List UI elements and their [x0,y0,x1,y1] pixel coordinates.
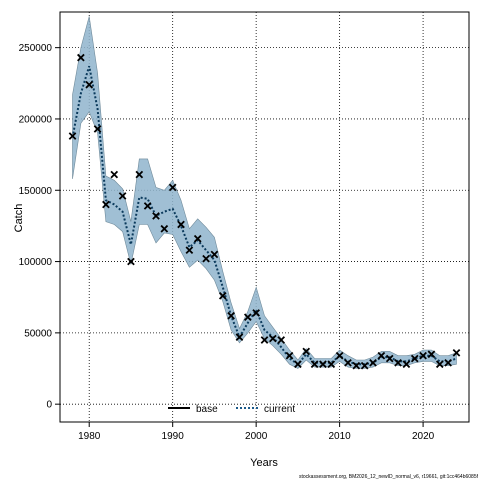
observed-point [243,313,252,322]
x-tick-label: 2010 [328,431,351,442]
confidence-band [72,16,457,369]
observed-point [369,358,377,367]
observed-point [444,358,452,367]
y-axis-title: Catch [13,204,25,233]
observed-point [294,360,302,369]
observed-point [302,347,311,356]
y-tick-label: 200000 [19,114,53,125]
observed-point [260,336,269,344]
observed-point [168,183,177,192]
legend-label-current: current [264,404,295,415]
observed-point [310,360,319,369]
x-axis-title: Years [250,457,278,469]
observed-point [185,246,194,254]
legend: base current [168,404,295,415]
observed-point [110,170,119,179]
observed-point [394,358,402,367]
observed-point [227,311,235,320]
legend-label-base: base [196,404,218,415]
observed-point [160,224,169,233]
plot-frame [59,11,470,423]
y-axis-ticks: 0 50000 100000 150000 200000 250000 [19,43,60,411]
observed-point [277,336,286,344]
observed-point [427,350,436,359]
observed-point [218,291,227,300]
observed-point [68,132,77,140]
observed-point [85,80,94,89]
observed-point [152,212,160,220]
y-tick-label: 0 [46,400,52,411]
x-tick-label: 2000 [245,431,268,442]
observed-points [68,53,461,370]
observed-point [319,360,327,369]
observed-point [235,333,244,341]
x-tick-label: 1980 [78,431,101,442]
observed-point [360,361,369,370]
x-tick-label: 1990 [162,431,185,442]
x-tick-label: 2020 [412,431,435,442]
y-tick-label: 250000 [19,43,53,54]
observed-point [269,334,277,343]
observed-point [410,354,419,363]
confidence-band-area [72,16,457,369]
observed-point [285,351,294,360]
observed-point [352,361,361,370]
observed-point [402,360,411,369]
observed-point [127,257,135,266]
observed-point [135,170,144,179]
observed-point [93,125,102,133]
observed-point [344,358,352,367]
observed-point [210,250,219,259]
observed-point [102,200,110,209]
observed-point [419,351,427,360]
y-tick-label: 50000 [24,328,52,339]
observed-point [252,309,260,317]
series-line-current [71,65,457,366]
observed-point [143,202,152,210]
series-lines [71,65,457,366]
y-tick-label: 150000 [19,186,53,197]
observed-point [452,348,461,357]
observed-point [118,192,127,200]
observed-point [435,360,444,369]
observed-point [327,360,336,369]
observed-point [385,354,394,363]
observed-point [377,351,386,360]
footnote: stockassessment.org, BM2026_12_newID_nor… [299,474,479,480]
observed-point [335,351,344,360]
observed-point [177,220,185,229]
observed-point [193,234,202,243]
observed-point [77,53,85,62]
y-tick-label: 100000 [19,257,53,268]
observed-point [202,254,210,263]
x-axis-ticks: 1980 1990 2000 2010 2020 [78,422,435,442]
